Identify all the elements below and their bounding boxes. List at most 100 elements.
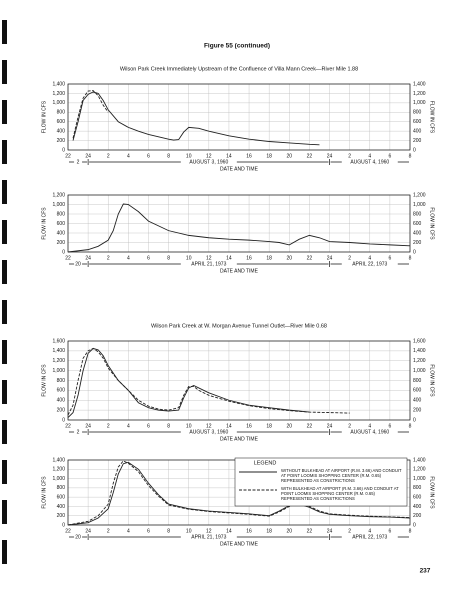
date-label-bg <box>180 159 237 165</box>
y2-tick-label: 800 <box>413 211 422 217</box>
date-label-bg <box>180 261 237 267</box>
x-tick-label: 2 <box>107 528 110 534</box>
y-tick-label: 400 <box>57 230 66 236</box>
date-label: AUGUST 3, 1960 <box>189 159 228 165</box>
x-tick-label: 8 <box>167 153 170 159</box>
x-tick-label: 24 <box>85 423 91 429</box>
x-tick-label: 24 <box>327 255 333 261</box>
x-axis-label: DATE AND TIME <box>220 268 259 274</box>
y-tick-label: 1,400 <box>52 81 65 87</box>
y2-tick-label: 200 <box>413 513 422 519</box>
x-tick-label: 18 <box>266 153 272 159</box>
y2-axis-label: FLOW IN CFS <box>429 101 435 134</box>
y-tick-label: 1,000 <box>52 476 65 482</box>
x-tick-label: 18 <box>266 528 272 534</box>
x-tick-label: 10 <box>186 153 192 159</box>
x-axis-label: DATE AND TIME <box>220 541 259 547</box>
date-label-bg <box>74 159 83 165</box>
date-label: AUGUST 3, 1960 <box>189 429 228 435</box>
x-tick-label: 8 <box>167 528 170 534</box>
date-label: APRIL 21, 1973 <box>191 534 226 540</box>
x-tick-label: 20 <box>287 153 293 159</box>
y-tick-label: 0 <box>62 147 65 153</box>
x-tick-label: 16 <box>246 423 252 429</box>
y2-tick-label: 800 <box>413 485 422 491</box>
y-axis-label: FLOW IN CFS <box>41 100 47 133</box>
y-tick-label: 400 <box>57 128 66 134</box>
y2-tick-label: 400 <box>413 504 422 510</box>
flow-line <box>67 347 350 416</box>
x-tick-label: 6 <box>147 528 150 534</box>
legend-title: LEGEND <box>254 460 277 466</box>
chart: Wilson Park Creek Immediately Upstream o… <box>41 66 434 172</box>
x-tick-label: 24 <box>327 153 333 159</box>
x-tick-label: 22 <box>65 423 71 429</box>
page-number: 237 <box>420 568 431 575</box>
x-tick-label: 20 <box>287 528 293 534</box>
x-tick-label: 24 <box>85 528 91 534</box>
x-tick-label: 14 <box>226 153 232 159</box>
x-tick-label: 24 <box>85 255 91 261</box>
y-tick-label: 1,400 <box>52 348 65 354</box>
x-tick-label: 8 <box>409 255 412 261</box>
y-tick-label: 600 <box>57 494 66 500</box>
y2-tick-label: 0 <box>413 417 416 423</box>
y2-axis-label: FLOW IN CFS <box>429 207 435 240</box>
x-tick-label: 22 <box>307 255 313 261</box>
date-label-bg <box>341 534 398 540</box>
x-tick-label: 2 <box>107 423 110 429</box>
x-tick-label: 4 <box>368 255 371 261</box>
x-tick-label: 14 <box>226 528 232 534</box>
y-tick-label: 600 <box>57 221 66 227</box>
y-tick-label: 600 <box>57 119 66 125</box>
x-tick-label: 16 <box>246 153 252 159</box>
legend-box <box>234 457 408 507</box>
flow-line <box>67 460 411 526</box>
date-label: AUGUST 4, 1960 <box>350 429 389 435</box>
x-tick-label: 16 <box>246 255 252 261</box>
x-tick-label: 4 <box>127 153 130 159</box>
x-tick-label: 8 <box>409 153 412 159</box>
y2-tick-label: 200 <box>413 138 422 144</box>
y2-tick-label: 600 <box>413 494 422 500</box>
x-tick-label: 22 <box>307 423 313 429</box>
x-tick-label: 22 <box>65 153 71 159</box>
y2-tick-label: 1,200 <box>413 91 426 97</box>
flow-line <box>72 91 320 146</box>
y-tick-label: 1,000 <box>52 202 65 208</box>
x-tick-label: 2 <box>348 255 351 261</box>
x-tick-label: 24 <box>327 423 333 429</box>
chart: 0 0 200 200 400 400 600 600 800 800 1,000 1,000 1,20… <box>41 457 434 547</box>
x-tick-label: 4 <box>127 255 130 261</box>
y-tick-label: 1,600 <box>52 338 65 344</box>
x-tick-label: 4 <box>368 423 371 429</box>
legend-label: WITHOUT BULKHEAD AT AIRPORT (R.M. 3.66) … <box>281 469 402 483</box>
y-tick-label: 800 <box>57 110 66 116</box>
y2-tick-label: 1,600 <box>413 338 426 344</box>
y2-tick-label: 1,000 <box>413 202 426 208</box>
y-tick-label: 1,200 <box>52 91 65 97</box>
legend-entry: WITH BULKHEAD AT AIRPORT (R.M. 3.66) AND… <box>281 487 399 501</box>
x-tick-label: 12 <box>206 153 212 159</box>
date-label-bg <box>341 429 398 435</box>
y-tick-label: 0 <box>62 417 65 423</box>
date-label-bg <box>341 261 398 267</box>
x-tick-label: 18 <box>266 423 272 429</box>
date-label-bg <box>74 429 83 435</box>
flow-line <box>67 461 411 526</box>
date-label: 20 <box>75 534 81 540</box>
y-tick-label: 400 <box>57 398 66 404</box>
y-tick-label: 1,400 <box>52 457 65 463</box>
x-tick-label: 16 <box>246 528 252 534</box>
y-axis-label: FLOW IN CFS <box>41 207 47 240</box>
y2-tick-label: 1,400 <box>413 348 426 354</box>
chart-title: Wilson Park Creek Immediately Upstream o… <box>120 66 358 72</box>
y-tick-label: 200 <box>57 138 66 144</box>
date-label: AUGUST 4, 1960 <box>350 159 389 165</box>
x-tick-label: 24 <box>85 153 91 159</box>
x-tick-label: 2 <box>107 153 110 159</box>
binding-marks <box>2 20 7 564</box>
x-tick-label: 2 <box>348 528 351 534</box>
date-label: APRIL 21, 1973 <box>191 261 226 267</box>
